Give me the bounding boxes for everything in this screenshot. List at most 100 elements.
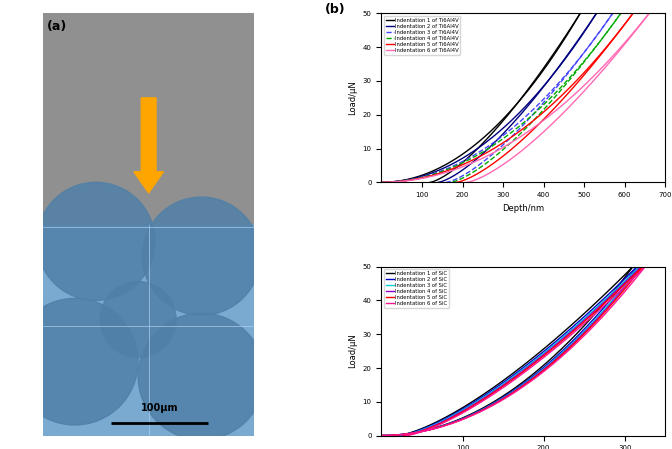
Indentation 3 of Ti6Al4V <box>587 41 595 46</box>
Indentation 5 of Ti6Al4V <box>526 120 534 126</box>
Indentation 2 of Ti6Al4V <box>505 120 513 125</box>
Indentation 4 of SiC <box>637 264 645 269</box>
Line: Indentation 1 of SiC: Indentation 1 of SiC <box>382 267 633 436</box>
Indentation 3 of Ti6Al4V <box>514 120 522 126</box>
Indentation 1 of Ti6Al4V <box>545 60 553 65</box>
Line: Indentation 3 of SiC: Indentation 3 of SiC <box>382 267 639 436</box>
Indentation 3 of Ti6Al4V <box>515 120 523 125</box>
Indentation 2 of Ti6Al4V <box>505 120 513 126</box>
Indentation 1 of SiC <box>378 433 386 438</box>
Indentation 6 of Ti6Al4V <box>603 60 611 65</box>
Indentation 1 of Ti6Al4V <box>378 180 386 185</box>
Indentation 1 of Ti6Al4V <box>576 11 584 16</box>
Line: Indentation 2 of SiC: Indentation 2 of SiC <box>382 267 637 436</box>
FancyArrow shape <box>134 98 163 193</box>
Indentation 4 of SiC <box>596 313 604 318</box>
Indentation 4 of Ti6Al4V <box>378 180 386 185</box>
Indentation 6 of SiC <box>539 370 547 375</box>
Indentation 3 of Ti6Al4V <box>378 180 386 185</box>
Indentation 2 of Ti6Al4V <box>558 60 566 65</box>
Indentation 1 of SiC <box>629 264 637 269</box>
Line: Indentation 1 of Ti6Al4V: Indentation 1 of Ti6Al4V <box>382 13 580 182</box>
Indentation 5 of Ti6Al4V <box>527 120 535 125</box>
Indentation 3 of SiC <box>635 264 643 269</box>
Indentation 2 of SiC <box>633 264 641 269</box>
Indentation 4 of Ti6Al4V <box>594 41 602 46</box>
Indentation 6 of SiC <box>534 373 542 379</box>
Indentation 6 of Ti6Al4V <box>541 116 549 122</box>
Circle shape <box>37 182 155 300</box>
Y-axis label: Load/μN: Load/μN <box>348 334 357 369</box>
Indentation 4 of SiC <box>532 373 540 379</box>
Indentation 5 of SiC <box>597 313 605 318</box>
Indentation 5 of SiC <box>537 370 545 375</box>
Indentation 6 of SiC <box>378 433 386 438</box>
Indentation 6 of SiC <box>378 433 386 438</box>
Text: (a): (a) <box>47 20 68 33</box>
Indentation 5 of Ti6Al4V <box>378 180 386 185</box>
Indentation 2 of Ti6Al4V <box>378 180 386 185</box>
Indentation 5 of Ti6Al4V <box>532 116 540 122</box>
Indentation 1 of SiC <box>589 313 597 318</box>
Indentation 3 of SiC <box>535 370 543 375</box>
Line: Indentation 3 of Ti6Al4V: Indentation 3 of Ti6Al4V <box>382 13 613 182</box>
Indentation 2 of SiC <box>529 374 537 379</box>
Indentation 1 of SiC <box>378 433 386 438</box>
Legend: Indentation 1 of Ti6Al4V, Indentation 2 of Ti6Al4V, Indentation 3 of Ti6Al4V, In: Indentation 1 of Ti6Al4V, Indentation 2 … <box>384 16 460 54</box>
Indentation 3 of SiC <box>611 294 619 299</box>
Indentation 6 of Ti6Al4V <box>536 120 544 126</box>
Indentation 4 of Ti6Al4V <box>523 116 532 122</box>
Indentation 4 of Ti6Al4V <box>378 180 386 185</box>
Indentation 3 of Ti6Al4V <box>572 60 580 65</box>
Indentation 2 of SiC <box>378 433 386 438</box>
Text: 100μm: 100μm <box>140 403 178 414</box>
Indentation 5 of SiC <box>638 264 646 269</box>
Indentation 3 of SiC <box>378 433 386 438</box>
Indentation 2 of SiC <box>534 370 542 375</box>
Indentation 6 of Ti6Al4V <box>378 180 386 185</box>
Text: (b): (b) <box>325 3 345 16</box>
Indentation 6 of Ti6Al4V <box>378 180 386 185</box>
Indentation 1 of Ti6Al4V <box>378 180 386 185</box>
Circle shape <box>138 313 265 440</box>
Line: Indentation 5 of SiC: Indentation 5 of SiC <box>382 267 642 436</box>
Indentation 4 of SiC <box>613 294 621 299</box>
Indentation 5 of Ti6Al4V <box>378 180 386 185</box>
Indentation 2 of SiC <box>530 373 538 379</box>
Legend: Indentation 1 of SiC, Indentation 2 of SiC, Indentation 3 of SiC, Indentation 4 : Indentation 1 of SiC, Indentation 2 of S… <box>384 269 449 308</box>
Indentation 4 of SiC <box>531 374 539 379</box>
Indentation 4 of SiC <box>378 433 386 438</box>
Indentation 1 of Ti6Al4V <box>499 116 507 122</box>
Indentation 1 of SiC <box>532 370 540 375</box>
Indentation 4 of Ti6Al4V <box>617 11 625 16</box>
Indentation 3 of Ti6Al4V <box>378 180 386 185</box>
Indentation 1 of SiC <box>605 294 614 299</box>
Indentation 1 of SiC <box>526 374 534 379</box>
Indentation 1 of Ti6Al4V <box>558 41 566 46</box>
Line: Indentation 4 of Ti6Al4V: Indentation 4 of Ti6Al4V <box>382 13 621 182</box>
Bar <box>43 224 254 436</box>
Indentation 3 of SiC <box>378 433 386 438</box>
Indentation 6 of SiC <box>641 264 649 269</box>
Line: Indentation 6 of Ti6Al4V: Indentation 6 of Ti6Al4V <box>382 13 649 182</box>
Circle shape <box>142 197 261 315</box>
Indentation 3 of SiC <box>530 374 538 379</box>
Indentation 2 of Ti6Al4V <box>378 180 386 185</box>
Indentation 6 of SiC <box>616 294 624 299</box>
Indentation 1 of Ti6Al4V <box>495 120 503 126</box>
Indentation 4 of Ti6Al4V <box>520 120 528 125</box>
Indentation 6 of SiC <box>599 313 607 318</box>
Indentation 2 of Ti6Al4V <box>572 41 580 46</box>
Indentation 5 of Ti6Al4V <box>629 11 637 16</box>
Indentation 2 of Ti6Al4V <box>509 116 517 122</box>
Indentation 2 of SiC <box>609 294 617 299</box>
Indentation 5 of SiC <box>532 374 540 379</box>
Indentation 5 of SiC <box>614 294 622 299</box>
Indentation 1 of Ti6Al4V <box>496 120 504 125</box>
Indentation 4 of Ti6Al4V <box>579 60 587 65</box>
Y-axis label: Load/μN: Load/μN <box>348 80 357 115</box>
Indentation 3 of Ti6Al4V <box>609 11 617 16</box>
Indentation 4 of SiC <box>536 370 544 375</box>
Indentation 3 of Ti6Al4V <box>519 116 527 122</box>
Indentation 3 of SiC <box>531 373 539 379</box>
